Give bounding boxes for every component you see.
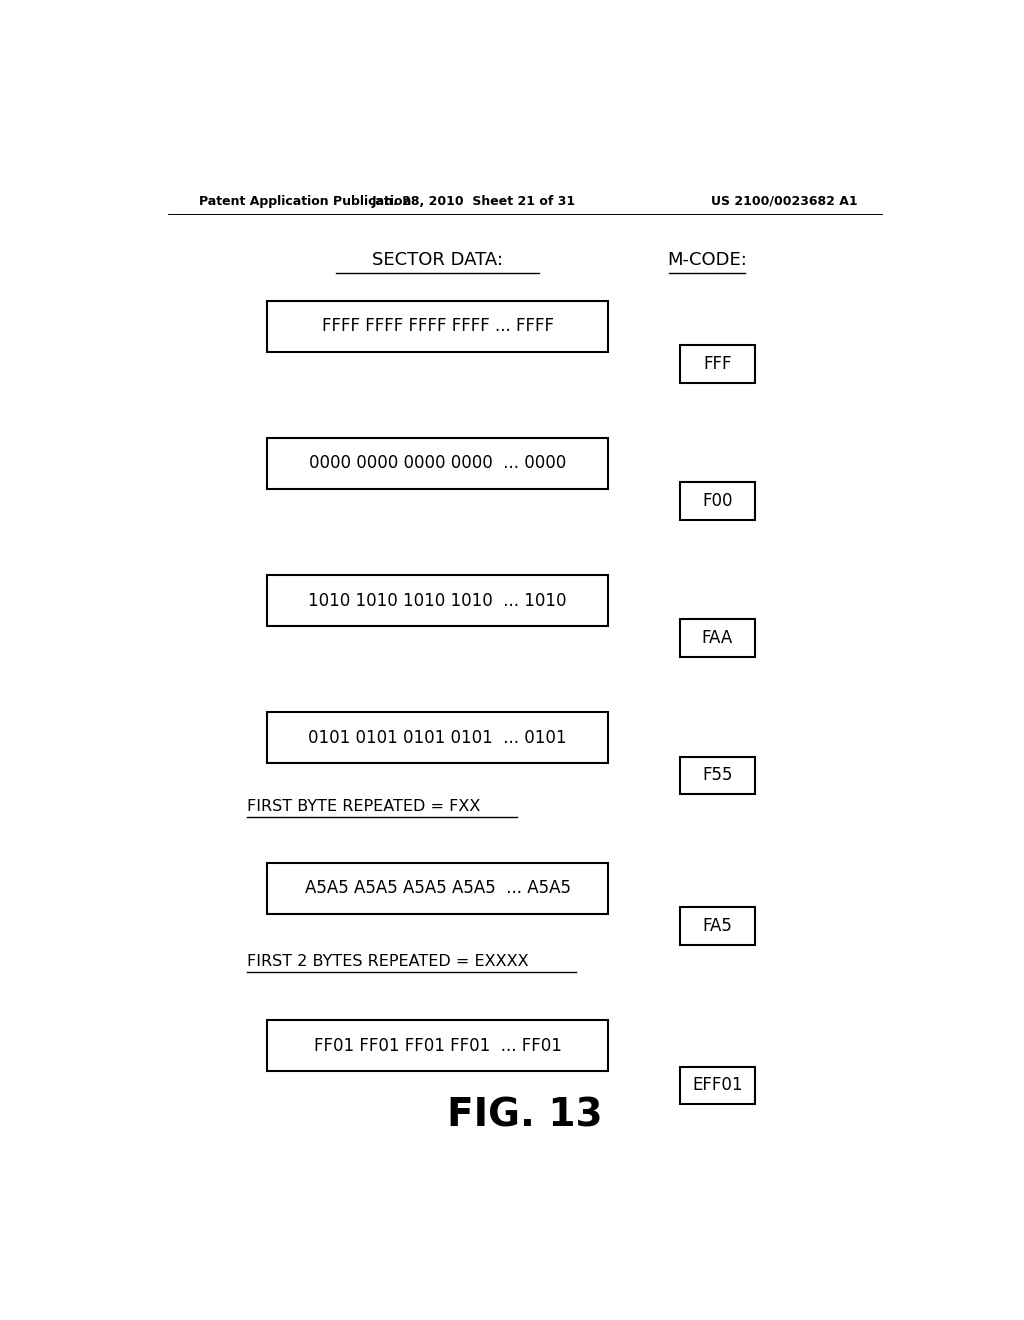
Text: FA5: FA5 (702, 917, 732, 935)
FancyBboxPatch shape (680, 1067, 755, 1104)
Text: SECTOR DATA:: SECTOR DATA: (372, 251, 503, 269)
Text: FAA: FAA (701, 630, 733, 647)
Text: EFF01: EFF01 (692, 1076, 742, 1094)
Text: FFF: FFF (703, 355, 731, 372)
Text: Jan. 28, 2010  Sheet 21 of 31: Jan. 28, 2010 Sheet 21 of 31 (371, 194, 575, 207)
Text: FFFF FFFF FFFF FFFF ... FFFF: FFFF FFFF FFFF FFFF ... FFFF (322, 317, 554, 335)
Text: US 2100/0023682 A1: US 2100/0023682 A1 (712, 194, 858, 207)
Text: 0000 0000 0000 0000  ... 0000: 0000 0000 0000 0000 ... 0000 (309, 454, 566, 473)
Text: F55: F55 (702, 767, 732, 784)
Text: FF01 FF01 FF01 FF01  ... FF01: FF01 FF01 FF01 FF01 ... FF01 (313, 1036, 561, 1055)
Text: Patent Application Publication: Patent Application Publication (200, 194, 412, 207)
FancyBboxPatch shape (267, 438, 608, 488)
Text: F00: F00 (702, 492, 732, 510)
FancyBboxPatch shape (680, 907, 755, 945)
FancyBboxPatch shape (680, 619, 755, 657)
FancyBboxPatch shape (267, 1020, 608, 1071)
FancyBboxPatch shape (267, 863, 608, 913)
FancyBboxPatch shape (680, 482, 755, 520)
Text: FIRST 2 BYTES REPEATED = EXXXX: FIRST 2 BYTES REPEATED = EXXXX (247, 954, 528, 969)
Text: A5A5 A5A5 A5A5 A5A5  ... A5A5: A5A5 A5A5 A5A5 A5A5 ... A5A5 (304, 879, 570, 898)
FancyBboxPatch shape (680, 345, 755, 383)
Text: FIG. 13: FIG. 13 (447, 1097, 602, 1135)
FancyBboxPatch shape (267, 713, 608, 763)
Text: 1010 1010 1010 1010  ... 1010: 1010 1010 1010 1010 ... 1010 (308, 591, 566, 610)
FancyBboxPatch shape (680, 756, 755, 795)
FancyBboxPatch shape (267, 301, 608, 351)
Text: M-CODE:: M-CODE: (668, 251, 748, 269)
FancyBboxPatch shape (267, 576, 608, 626)
Text: FIRST BYTE REPEATED = FXX: FIRST BYTE REPEATED = FXX (247, 800, 480, 814)
Text: 0101 0101 0101 0101  ... 0101: 0101 0101 0101 0101 ... 0101 (308, 729, 566, 747)
